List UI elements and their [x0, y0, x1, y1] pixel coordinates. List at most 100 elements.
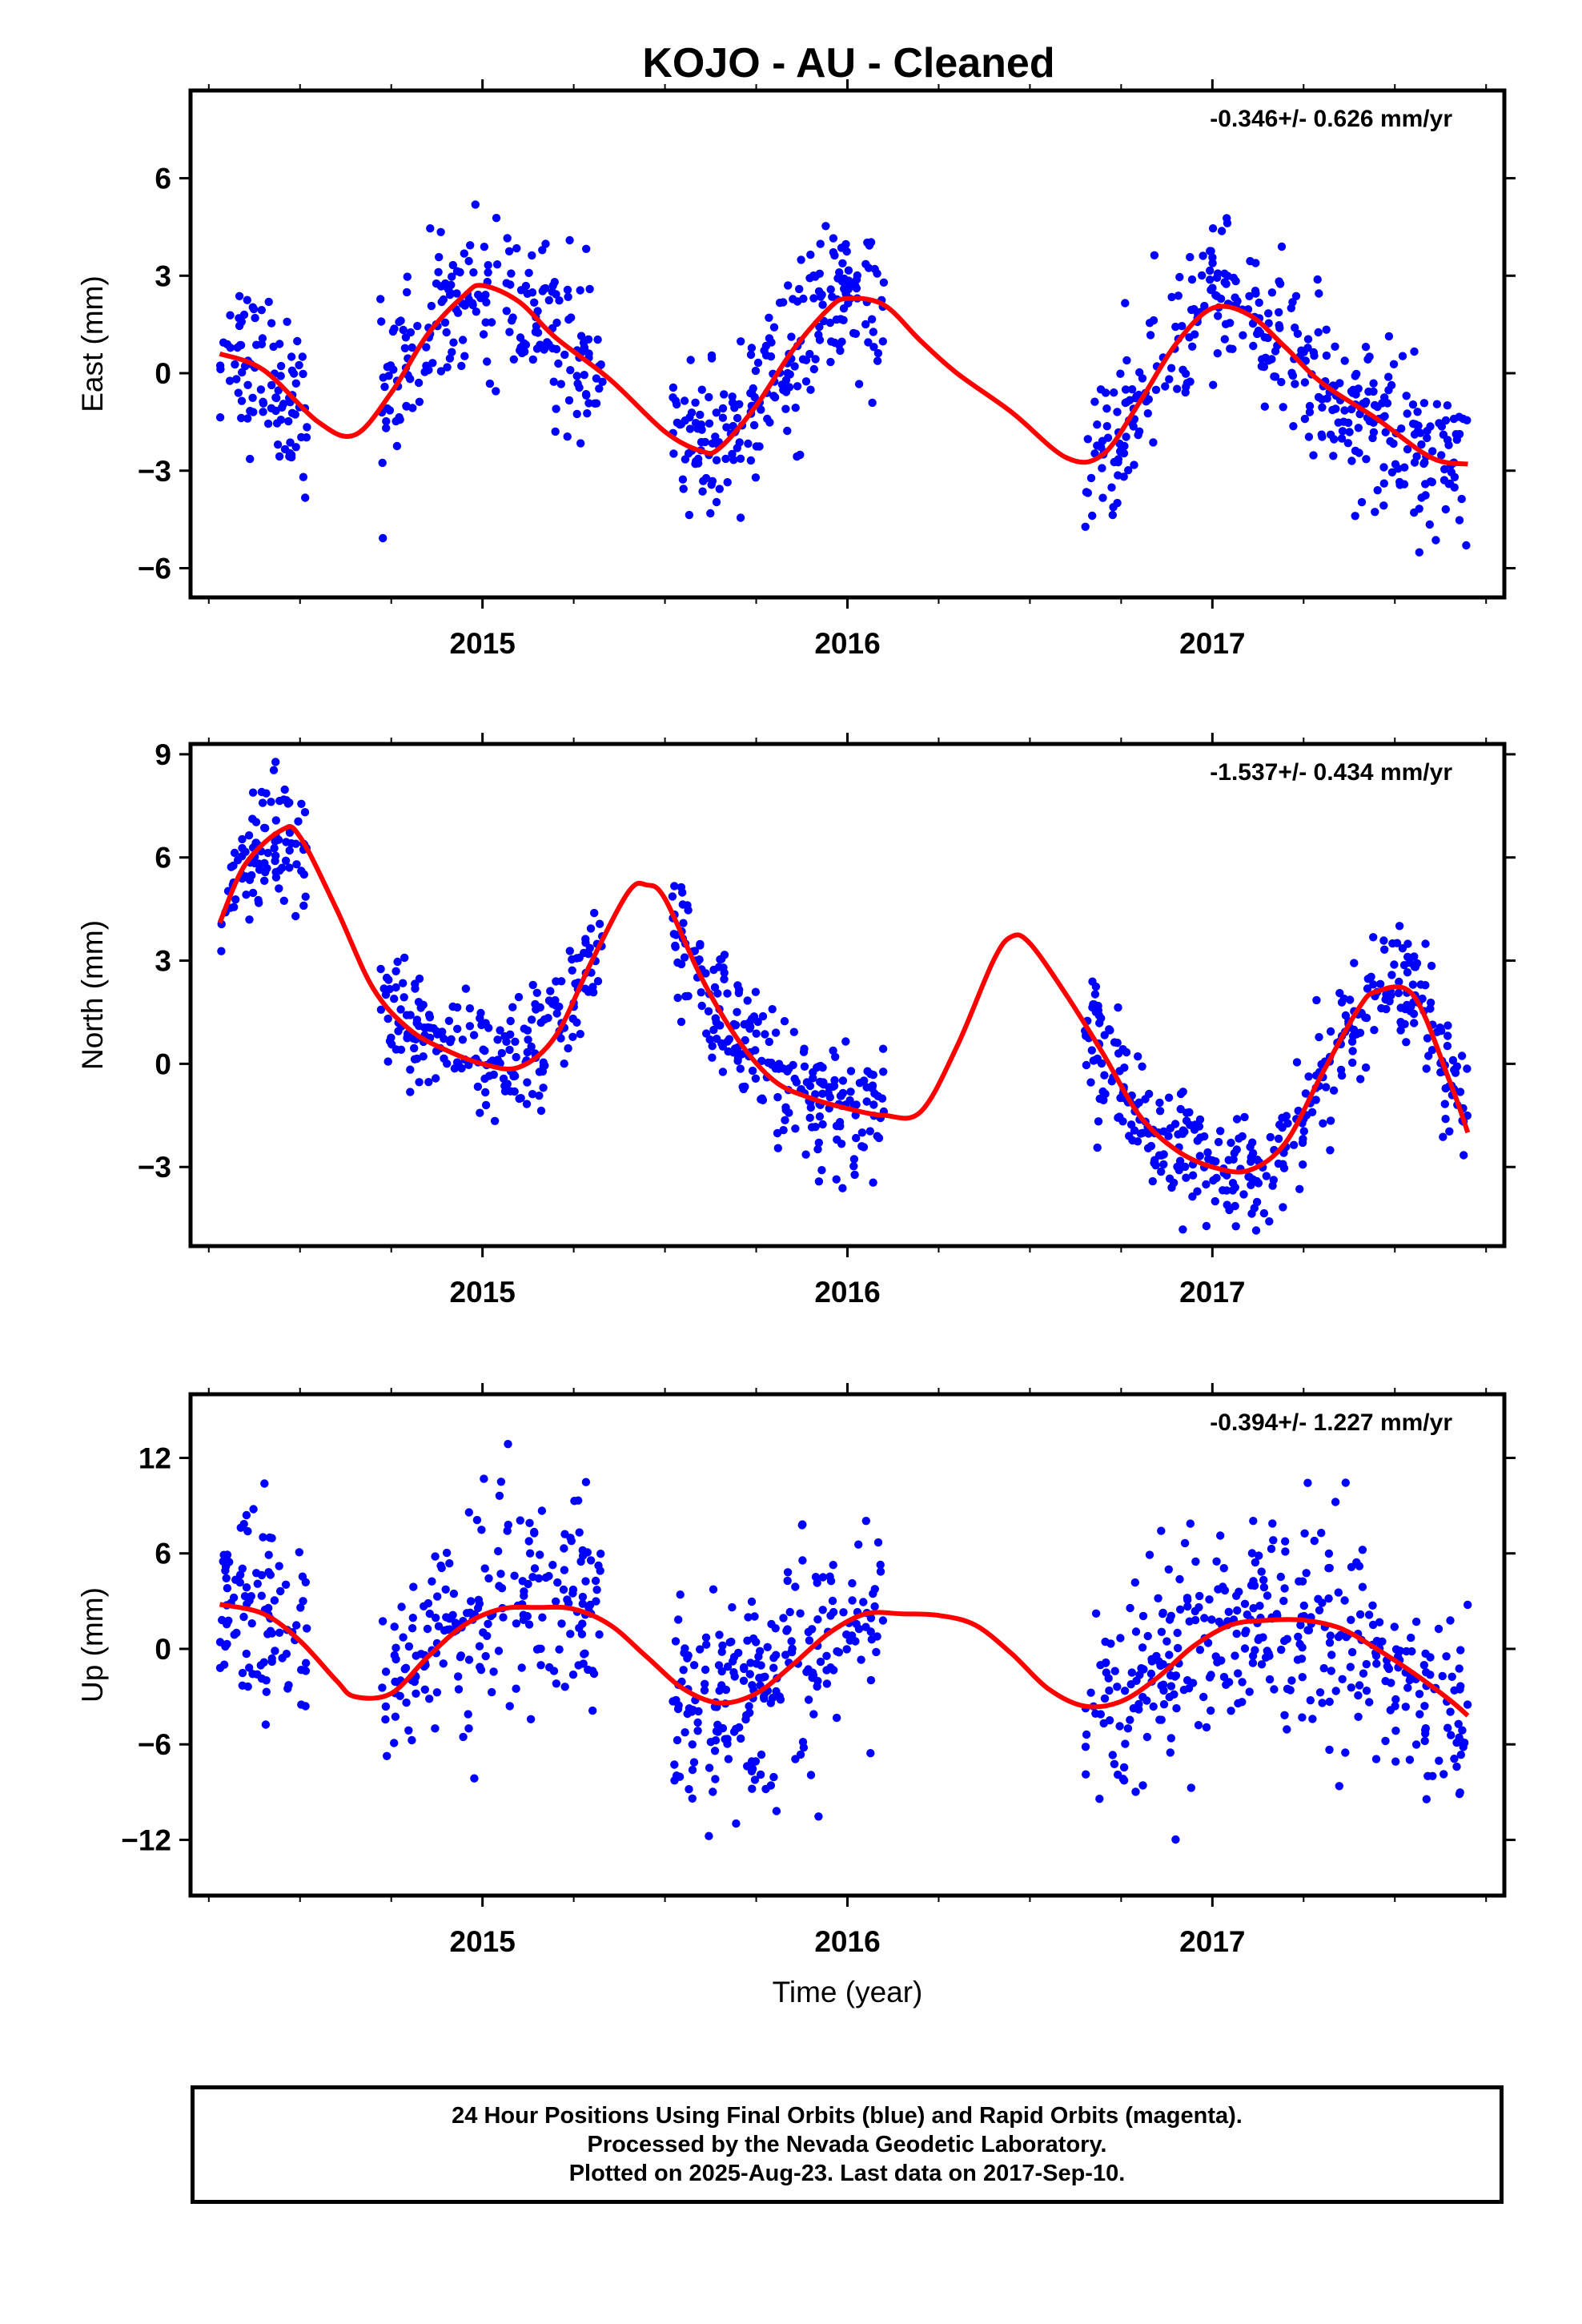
data-point [1356, 1075, 1365, 1084]
data-point [293, 336, 302, 346]
data-point [528, 355, 537, 364]
data-point [1304, 1626, 1314, 1634]
data-point [266, 1570, 275, 1579]
data-point [243, 1526, 252, 1536]
data-point [1363, 975, 1373, 983]
data-point [1380, 945, 1389, 955]
data-point [379, 533, 387, 543]
data-point [1318, 403, 1327, 412]
data-point [1421, 480, 1430, 489]
data-point [708, 1053, 717, 1062]
data-point [261, 867, 270, 877]
data-point [1410, 508, 1419, 517]
data-point [733, 413, 742, 423]
y-tick-label: −12 [121, 1823, 171, 1856]
data-point [1214, 1137, 1223, 1147]
data-point [1343, 439, 1353, 448]
data-point [236, 1523, 245, 1532]
data-point [1275, 1120, 1284, 1129]
data-point [1439, 1770, 1448, 1779]
data-point [751, 1074, 761, 1084]
data-point [431, 1552, 440, 1561]
data-point [497, 1048, 506, 1058]
data-point [1269, 1176, 1279, 1184]
data-point [1463, 1700, 1472, 1709]
data-point [264, 297, 273, 307]
data-point [866, 1675, 876, 1685]
data-point [674, 1615, 683, 1624]
data-point [772, 1651, 781, 1659]
data-point [1173, 1628, 1182, 1638]
data-point [458, 1035, 468, 1044]
data-point [564, 292, 572, 301]
data-point [849, 1155, 859, 1164]
data-point [251, 838, 261, 847]
data-point [257, 1570, 267, 1580]
data-point [538, 1613, 547, 1622]
data-point [479, 1628, 488, 1637]
data-point [1391, 1727, 1400, 1735]
data-point [448, 1002, 457, 1011]
data-point [1110, 457, 1118, 467]
data-point [1239, 331, 1247, 340]
data-point [709, 1025, 718, 1035]
y-tick-label: −6 [138, 552, 171, 585]
data-point [1425, 520, 1435, 529]
data-point [867, 315, 877, 324]
data-point [510, 1571, 519, 1580]
data-point [583, 409, 592, 418]
data-point [838, 1088, 848, 1098]
data-point [1422, 1064, 1431, 1073]
data-point [451, 1618, 460, 1627]
data-point [275, 340, 284, 348]
data-point [1186, 252, 1195, 262]
data-point [575, 1528, 584, 1537]
data-point [765, 1037, 773, 1047]
data-point [876, 1560, 885, 1570]
data-point [238, 1564, 247, 1574]
data-point [523, 1078, 532, 1087]
data-point [546, 987, 555, 995]
data-point [783, 1576, 792, 1586]
data-point [494, 1647, 504, 1655]
data-point [1175, 1574, 1184, 1584]
data-point [1384, 1664, 1394, 1674]
data-point [1178, 322, 1186, 331]
data-point [248, 814, 257, 823]
data-point [528, 980, 537, 990]
data-point [757, 1750, 766, 1759]
data-point [1220, 278, 1229, 287]
data-point [1421, 1726, 1430, 1735]
data-point [813, 1615, 822, 1624]
data-point [391, 1643, 400, 1652]
data-point [402, 401, 411, 411]
data-point [715, 1630, 724, 1639]
data-point [215, 413, 225, 422]
data-point [555, 296, 564, 305]
data-point [686, 1706, 695, 1715]
data-point [1460, 1151, 1468, 1160]
data-point [1114, 1770, 1122, 1779]
data-point [697, 988, 705, 997]
data-point [226, 311, 235, 320]
data-point [731, 1020, 741, 1030]
data-point [1173, 1162, 1182, 1172]
data-point [424, 1011, 434, 1019]
data-point [436, 282, 445, 291]
data-point [287, 366, 297, 375]
data-point [745, 1670, 754, 1679]
data-point [533, 307, 542, 316]
data-point [1220, 269, 1229, 278]
data-point [1438, 1671, 1447, 1681]
data-point [751, 987, 761, 996]
data-point [1405, 1755, 1415, 1764]
data-point [869, 1100, 878, 1109]
data-point [751, 366, 761, 376]
data-point [441, 1585, 450, 1594]
data-point [1113, 498, 1122, 508]
data-point [242, 1583, 251, 1592]
data-point [791, 404, 800, 412]
data-point [302, 433, 311, 442]
data-point [1337, 434, 1347, 443]
data-point [484, 261, 492, 270]
